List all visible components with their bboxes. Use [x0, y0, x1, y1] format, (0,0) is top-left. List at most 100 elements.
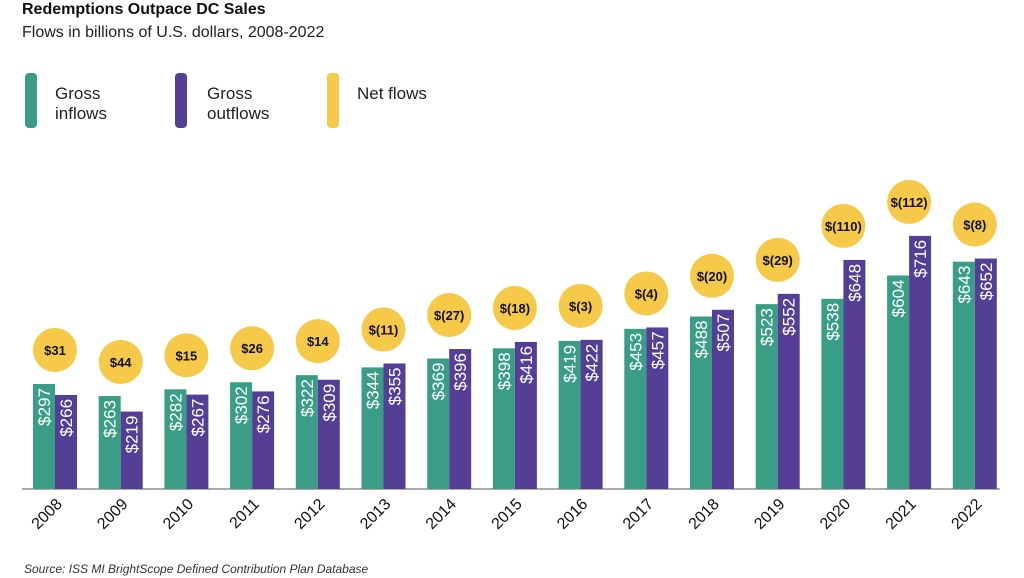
- bar: [55, 394, 77, 489]
- net-flow-marker: [427, 293, 472, 338]
- chart-title: Redemptions Outpace DC Sales: [22, 1, 266, 18]
- net-flow-label: $(18): [500, 301, 530, 316]
- x-tick-label: 2022: [948, 496, 985, 533]
- x-tick-label: 2020: [817, 496, 854, 533]
- bar: [492, 348, 515, 489]
- value-label: $398: [495, 352, 514, 390]
- net-flow-label: $(20): [697, 269, 727, 284]
- x-tick-label: 2012: [291, 496, 328, 533]
- value-label: $219: [123, 416, 142, 454]
- net-flow-marker: [98, 340, 143, 385]
- bar: [558, 340, 581, 489]
- value-label: $488: [692, 320, 711, 358]
- net-flow-label: $(27): [434, 308, 464, 323]
- value-label: $396: [451, 353, 470, 391]
- x-tick-label: 2019: [751, 496, 788, 533]
- x-tick-label: 2016: [554, 496, 591, 533]
- bar: [777, 293, 800, 489]
- bar: [449, 349, 472, 489]
- value-label: $604: [889, 279, 908, 317]
- value-label: $652: [977, 263, 996, 301]
- net-flow-marker: [492, 285, 537, 330]
- bar: [887, 275, 910, 489]
- value-label: $648: [845, 264, 864, 302]
- net-flow-marker: [164, 333, 209, 378]
- value-label: $422: [583, 344, 602, 382]
- net-flow-marker: [952, 202, 997, 247]
- net-flow-marker: [230, 326, 275, 371]
- bar: [33, 384, 55, 489]
- source-note: Source: ISS MI BrightScope Defined Contr…: [24, 562, 369, 576]
- bar: [755, 304, 778, 489]
- value-label: $263: [101, 400, 120, 438]
- net-flow-label: $14: [307, 334, 329, 349]
- bar: [712, 309, 734, 489]
- x-tick-label: 2014: [423, 496, 460, 533]
- value-label: $552: [780, 298, 799, 336]
- bar: [164, 389, 187, 489]
- bar: [120, 411, 143, 489]
- x-tick-label: 2021: [883, 496, 920, 533]
- net-flow-marker: [887, 179, 932, 224]
- bar: [952, 261, 975, 489]
- net-flow-marker: [361, 307, 406, 352]
- bar: [252, 391, 275, 489]
- net-flow-label: $(29): [763, 253, 793, 268]
- value-label: $538: [823, 303, 842, 341]
- bar: [186, 394, 209, 489]
- value-label: $507: [714, 314, 733, 352]
- net-flow-label: $31: [44, 343, 66, 358]
- net-flow-marker: [33, 328, 77, 373]
- net-flow-marker: [821, 203, 866, 248]
- net-flow-marker: [295, 319, 340, 364]
- x-tick-label: 2010: [160, 496, 197, 533]
- net-flow-label: $44: [110, 355, 132, 370]
- bar: [624, 328, 647, 489]
- net-flow-label: $15: [176, 348, 198, 363]
- value-label: $453: [626, 333, 645, 371]
- value-label: $344: [364, 371, 383, 409]
- value-label: $302: [232, 386, 251, 424]
- value-label: $309: [320, 384, 339, 422]
- x-tick-label: 2011: [227, 496, 263, 532]
- legend-label: Gross outflows: [207, 84, 270, 123]
- net-flow-marker: [690, 253, 734, 298]
- net-flow-label: $(110): [825, 219, 862, 234]
- net-flow-label: $26: [241, 341, 263, 356]
- net-flow-label: $(3): [569, 299, 592, 314]
- x-tick-label: 2008: [29, 496, 66, 533]
- bar: [383, 363, 406, 489]
- bar: [317, 379, 340, 489]
- value-label: $716: [911, 240, 930, 278]
- bar: [909, 235, 932, 489]
- bar: [427, 358, 450, 489]
- bar: [361, 367, 384, 489]
- bar: [98, 396, 121, 489]
- net-flow-label: $(112): [891, 195, 928, 210]
- bar: [690, 316, 712, 489]
- legend-label: Net flows: [357, 84, 427, 103]
- bar: [295, 375, 318, 489]
- x-tick-label: 2017: [620, 496, 657, 533]
- value-label: $276: [254, 395, 273, 433]
- bar: [514, 341, 537, 489]
- net-flow-marker: [558, 283, 603, 328]
- value-label: $297: [35, 388, 54, 426]
- value-label: $369: [429, 363, 448, 401]
- value-label: $457: [648, 331, 667, 369]
- value-label: $419: [561, 345, 580, 383]
- net-flow-label: $(4): [635, 286, 658, 301]
- bar: [821, 298, 844, 489]
- net-flow-marker: [624, 271, 669, 316]
- bar: [646, 327, 669, 489]
- bar: [230, 382, 253, 489]
- net-flow-label: $(8): [963, 218, 986, 233]
- x-tick-label: 2018: [686, 496, 723, 533]
- legend-swatch: [25, 73, 37, 128]
- bar: [843, 259, 866, 489]
- net-flow-label: $(11): [369, 323, 399, 338]
- x-tick-label: 2015: [489, 496, 526, 533]
- net-flow-marker: [755, 237, 800, 282]
- bar: [974, 258, 997, 489]
